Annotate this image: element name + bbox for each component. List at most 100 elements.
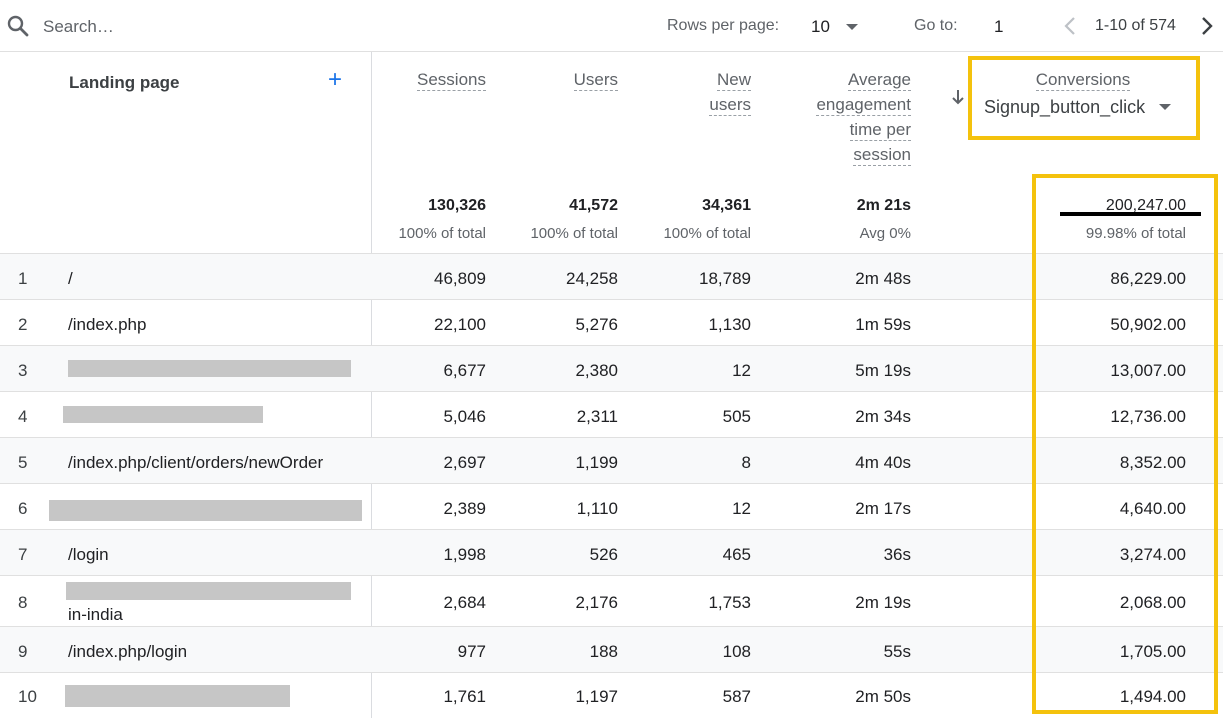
landing-page-link[interactable]: /index.php/client/orders/newOrder bbox=[68, 453, 324, 472]
total-users-pct: 100% of total bbox=[530, 225, 618, 242]
table-row[interactable]: 4 5,046 2,311 505 2m 34s 12,736.00 bbox=[0, 391, 1223, 437]
row-index: 3 bbox=[18, 361, 28, 380]
search-icon[interactable] bbox=[6, 14, 30, 38]
table-toolbar: Rows per page: 10 Go to: 1 1-10 of 574 bbox=[0, 0, 1223, 52]
table-row[interactable]: 6 2,389 1,110 12 2m 17s 4,640.00 bbox=[0, 483, 1223, 529]
total-sessions: 130,326 bbox=[428, 197, 486, 214]
cell-sessions: 22,100 bbox=[434, 315, 486, 334]
row-index: 9 bbox=[18, 642, 28, 661]
cell-new-users: 108 bbox=[722, 642, 751, 661]
table-row[interactable]: 1 / 46,809 24,258 18,789 2m 48s 86,229.0… bbox=[0, 253, 1223, 299]
total-conversions: 200,247.00 bbox=[1105, 197, 1186, 214]
users-label: Users bbox=[573, 70, 618, 91]
goto-label: Go to: bbox=[914, 17, 958, 34]
avg-label-line2: engagement bbox=[816, 95, 911, 116]
rows-per-page-select[interactable]: 10 bbox=[811, 17, 830, 36]
table-row[interactable]: 9 /index.php/login 977 188 108 55s 1,705… bbox=[0, 626, 1223, 672]
total-new-users: 34,361 bbox=[702, 197, 751, 214]
landing-page-link[interactable]: in-india bbox=[68, 605, 123, 624]
cell-conversions: 13,007.00 bbox=[1110, 361, 1186, 380]
avg-label-line3: time per bbox=[849, 120, 911, 141]
landing-page-link[interactable]: /index.php bbox=[68, 315, 147, 334]
column-header-landing-page[interactable]: Landing page bbox=[69, 73, 180, 92]
highlight-box-conversions-header bbox=[968, 56, 1200, 140]
new-users-label-line1: New bbox=[716, 70, 751, 91]
table-row[interactable]: 2 /index.php 22,100 5,276 1,130 1m 59s 5… bbox=[0, 299, 1223, 345]
cell-avg-time: 2m 50s bbox=[855, 687, 911, 706]
cell-users: 2,311 bbox=[576, 407, 618, 426]
table-row[interactable]: 5 /index.php/client/orders/newOrder 2,69… bbox=[0, 437, 1223, 483]
cell-conversions: 50,902.00 bbox=[1110, 315, 1186, 334]
total-users: 41,572 bbox=[569, 197, 618, 214]
table-row[interactable]: 7 /login 1,998 526 465 36s 3,274.00 bbox=[0, 529, 1223, 575]
cell-avg-time: 2m 48s bbox=[855, 269, 911, 288]
landing-page-link[interactable]: /index.php/login bbox=[68, 642, 188, 661]
search-input[interactable] bbox=[43, 14, 343, 40]
cell-conversions: 2,068.00 bbox=[1119, 593, 1186, 612]
landing-page-link[interactable]: /login bbox=[68, 545, 109, 564]
rows-per-page-label: Rows per page: bbox=[667, 17, 780, 34]
cell-new-users: 8 bbox=[741, 453, 751, 472]
cell-users: 24,258 bbox=[566, 269, 618, 288]
sort-descending-icon[interactable] bbox=[951, 88, 965, 106]
redacted-landing-page bbox=[66, 582, 351, 600]
cell-new-users: 465 bbox=[722, 545, 751, 564]
row-index: 2 bbox=[18, 315, 28, 334]
cell-conversions: 1,494.00 bbox=[1119, 687, 1186, 706]
cell-sessions: 1,761 bbox=[443, 687, 486, 706]
column-header-new-users[interactable]: New users bbox=[709, 67, 751, 117]
redacted-landing-page bbox=[49, 500, 362, 521]
column-header-users[interactable]: Users bbox=[573, 67, 618, 92]
avg-label-line1: Average bbox=[847, 70, 911, 91]
goto-page-input[interactable]: 1 bbox=[994, 17, 1004, 36]
conversions-label: Conversions bbox=[1035, 70, 1131, 91]
cell-avg-time: 5m 19s bbox=[855, 361, 911, 380]
cell-conversions: 86,229.00 bbox=[1110, 269, 1186, 288]
cell-new-users: 12 bbox=[732, 499, 751, 518]
cell-avg-time: 55s bbox=[883, 642, 911, 661]
cell-new-users: 1,130 bbox=[708, 315, 751, 334]
landing-page-link[interactable]: / bbox=[68, 269, 73, 288]
cell-avg-time: 2m 34s bbox=[855, 407, 911, 426]
chevron-right-icon[interactable] bbox=[1196, 14, 1218, 38]
redacted-landing-page bbox=[65, 685, 290, 707]
table-row[interactable]: 3 6,677 2,380 12 5m 19s 13,007.00 bbox=[0, 345, 1223, 391]
cell-sessions: 1,998 bbox=[443, 545, 486, 564]
redacted-landing-page bbox=[68, 360, 351, 377]
cell-users: 1,199 bbox=[575, 453, 618, 472]
total-avg-time: 2m 21s bbox=[856, 197, 911, 214]
cell-new-users: 505 bbox=[722, 407, 751, 426]
cell-avg-time: 2m 19s bbox=[855, 593, 911, 612]
cell-sessions: 5,046 bbox=[443, 407, 486, 426]
add-dimension-button[interactable]: + bbox=[328, 66, 343, 93]
cell-users: 1,110 bbox=[576, 499, 618, 518]
event-dropdown-icon[interactable] bbox=[1159, 104, 1171, 110]
cell-conversions: 8,352.00 bbox=[1119, 453, 1186, 472]
table-row[interactable]: 10 1,761 1,197 587 2m 50s 1,494.00 bbox=[0, 672, 1223, 718]
cell-users: 2,176 bbox=[575, 593, 618, 612]
cell-sessions: 977 bbox=[457, 642, 486, 661]
row-index: 7 bbox=[18, 545, 28, 564]
row-index: 1 bbox=[18, 269, 28, 288]
row-index: 4 bbox=[18, 407, 28, 426]
cell-sessions: 2,389 bbox=[443, 499, 486, 518]
cell-users: 188 bbox=[589, 642, 618, 661]
cell-sessions: 2,684 bbox=[443, 593, 486, 612]
cell-conversions: 1,705.00 bbox=[1119, 642, 1186, 661]
cell-avg-time: 4m 40s bbox=[855, 453, 911, 472]
table-row[interactable]: 8 in-india 2,684 2,176 1,753 2m 19s 2,06… bbox=[0, 575, 1223, 626]
conversion-event-select[interactable]: Signup_button_click bbox=[984, 97, 1146, 117]
annotation-underline bbox=[1060, 212, 1201, 216]
new-users-label-line2: users bbox=[709, 95, 751, 116]
row-index: 5 bbox=[18, 453, 28, 472]
cell-avg-time: 2m 17s bbox=[855, 499, 911, 518]
column-header-sessions[interactable]: Sessions bbox=[417, 67, 486, 92]
cell-new-users: 587 bbox=[722, 687, 751, 706]
avg-label-line4: session bbox=[853, 145, 911, 166]
column-header-conversions[interactable]: Conversions bbox=[970, 67, 1196, 92]
total-new-users-pct: 100% of total bbox=[663, 225, 751, 242]
chevron-down-icon[interactable] bbox=[846, 24, 858, 30]
column-header-avg-engagement[interactable]: Average engagement time per session bbox=[816, 67, 911, 167]
chevron-left-icon[interactable] bbox=[1060, 14, 1082, 38]
row-index: 8 bbox=[18, 593, 28, 612]
